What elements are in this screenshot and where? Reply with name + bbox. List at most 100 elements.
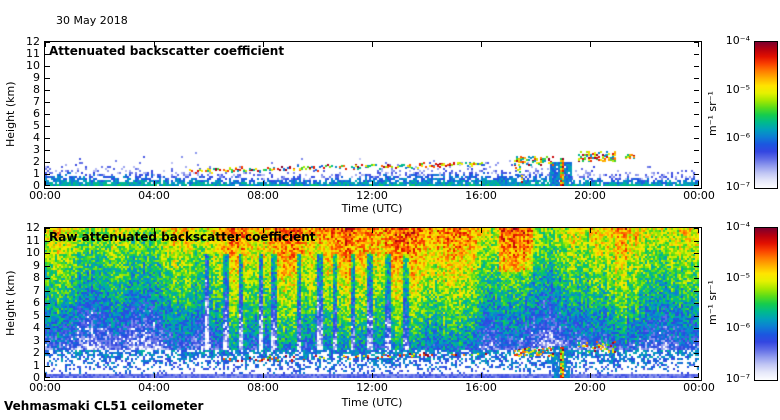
y-tick-mark: [694, 328, 699, 329]
x-tick-label: 20:00: [574, 381, 606, 394]
x-tick-mark: [372, 181, 373, 186]
y-tick-mark: [694, 78, 699, 79]
colorbar-tick-label: 10⁻⁷: [725, 372, 750, 385]
x-tick-label: 04:00: [138, 189, 170, 202]
y-tick-mark: [45, 174, 50, 175]
x-tick-mark: [263, 228, 264, 233]
x-tick-mark: [45, 42, 46, 47]
y-tick-mark: [45, 377, 50, 378]
x-tick-mark: [263, 181, 264, 186]
y-tick-label: 0: [33, 371, 40, 384]
instrument-label: Vehmasmaki CL51 ceilometer: [4, 399, 204, 413]
x-tick-mark: [698, 373, 699, 378]
y-tick-label: 8: [33, 83, 40, 96]
y-tick-label: 12: [26, 221, 40, 234]
y-tick-mark: [694, 114, 699, 115]
y-tick-mark: [45, 42, 50, 43]
y-tick-mark: [694, 366, 699, 367]
y-tick-mark: [45, 328, 50, 329]
y-tick-mark: [694, 138, 699, 139]
y-tick-label: 1: [33, 167, 40, 180]
y-tick-mark: [694, 66, 699, 67]
y-tick-label: 5: [33, 119, 40, 132]
y-tick-mark: [694, 228, 699, 229]
x-tick-mark: [481, 228, 482, 233]
y-tick-label: 12: [26, 35, 40, 48]
x-tick-mark: [154, 42, 155, 47]
x-tick-label: 00:00: [29, 189, 61, 202]
y-tick-mark: [45, 241, 50, 242]
panel1-x-axis-label: Time (UTC): [341, 202, 403, 215]
y-tick-mark: [694, 377, 699, 378]
y-tick-mark: [45, 185, 50, 186]
x-tick-mark: [698, 42, 699, 47]
y-tick-mark: [45, 150, 50, 151]
x-tick-label: 04:00: [138, 381, 170, 394]
x-tick-mark: [45, 228, 46, 233]
y-tick-mark: [45, 341, 50, 342]
y-tick-mark: [45, 278, 50, 279]
y-tick-mark: [45, 54, 50, 55]
colorbar-tick-label: 10⁻⁶: [725, 131, 750, 145]
y-tick-label: 4: [33, 131, 40, 144]
x-tick-mark: [481, 42, 482, 47]
y-tick-label: 6: [33, 107, 40, 120]
panel1-colorbar: [754, 41, 778, 189]
x-tick-label: 08:00: [247, 381, 279, 394]
panel2-x-axis-label: Time (UTC): [341, 396, 403, 409]
panel1-title: Attenuated backscatter coefficient: [49, 44, 285, 58]
x-tick-mark: [372, 42, 373, 47]
y-tick-label: 3: [33, 143, 40, 156]
y-tick-label: 9: [33, 71, 40, 84]
y-tick-mark: [694, 316, 699, 317]
x-tick-label: 00:00: [683, 189, 715, 202]
y-tick-label: 7: [33, 95, 40, 108]
y-tick-label: 7: [33, 284, 40, 297]
x-tick-label: 12:00: [356, 381, 388, 394]
y-tick-mark: [45, 162, 50, 163]
x-tick-label: 00:00: [29, 381, 61, 394]
x-tick-mark: [263, 373, 264, 378]
y-tick-mark: [45, 253, 50, 254]
y-tick-label: 0: [33, 179, 40, 192]
x-tick-mark: [372, 373, 373, 378]
y-tick-mark: [45, 102, 50, 103]
panel2-colorbar: [754, 227, 778, 381]
y-tick-label: 2: [33, 346, 40, 359]
y-tick-mark: [694, 126, 699, 127]
y-tick-mark: [45, 353, 50, 354]
y-tick-label: 10: [26, 246, 40, 259]
y-tick-mark: [694, 291, 699, 292]
y-tick-mark: [45, 266, 50, 267]
y-tick-mark: [694, 150, 699, 151]
y-tick-mark: [45, 66, 50, 67]
y-tick-mark: [694, 278, 699, 279]
y-tick-mark: [694, 162, 699, 163]
x-tick-label: 16:00: [465, 381, 497, 394]
y-tick-mark: [45, 126, 50, 127]
x-tick-mark: [45, 181, 46, 186]
x-tick-label: 00:00: [683, 381, 715, 394]
y-tick-label: 8: [33, 271, 40, 284]
y-tick-mark: [45, 114, 50, 115]
colorbar-tick-label: 10⁻⁵: [725, 270, 750, 284]
y-tick-mark: [694, 174, 699, 175]
x-tick-mark: [154, 228, 155, 233]
y-tick-mark: [45, 316, 50, 317]
raw-backscatter-heatmap: [45, 228, 699, 378]
processed-backscatter-panel: Attenuated backscatter coefficient: [44, 41, 702, 189]
y-tick-label: 11: [26, 47, 40, 60]
panel1-colorbar-unit: m⁻¹ sr⁻¹: [706, 91, 719, 137]
y-tick-label: 4: [33, 321, 40, 334]
x-tick-mark: [481, 181, 482, 186]
colorbar-tick-label: 10⁻⁷: [725, 180, 750, 193]
y-tick-mark: [694, 185, 699, 186]
x-tick-mark: [154, 373, 155, 378]
y-tick-mark: [694, 90, 699, 91]
y-tick-mark: [45, 228, 50, 229]
y-tick-mark: [694, 353, 699, 354]
x-tick-mark: [372, 228, 373, 233]
panel2-title: Raw attenuated backscatter coefficient: [49, 230, 316, 244]
x-tick-label: 16:00: [465, 189, 497, 202]
